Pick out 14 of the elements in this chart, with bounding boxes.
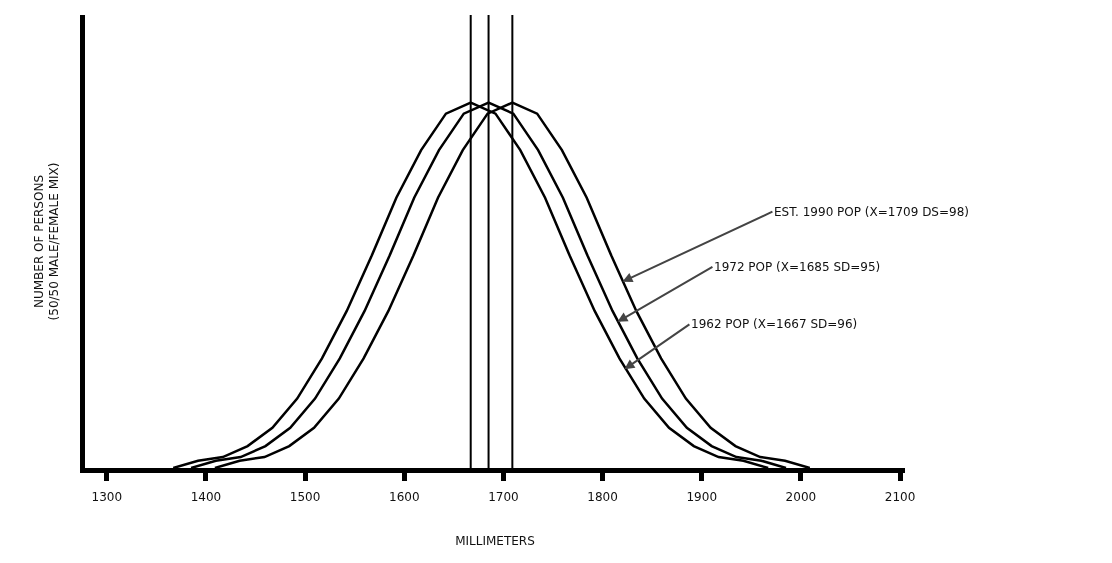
x-tick-label: 2000: [785, 490, 817, 505]
x-tick-label: 2100: [884, 490, 916, 505]
x-tick-label: 1700: [488, 490, 519, 505]
x-tick-label: 1500: [289, 490, 321, 505]
x-axis-title: MILLIMETERS: [455, 534, 535, 549]
x-tick-label: 1800: [587, 490, 618, 505]
annotation: EST. 1990 POP (X=1709 DS=98): [774, 205, 969, 219]
x-tick-label: 1400: [190, 490, 222, 505]
x-tick-label: 1600: [389, 490, 420, 505]
x-tick-label: 1300: [91, 490, 123, 505]
annotation: 1972 POP (X=1685 SD=95): [714, 260, 881, 274]
annotation: 1962 POP (X=1667 SD=96): [691, 317, 858, 331]
y-axis-title: NUMBER OF PERSONS (50/50 MALE/FEMALE MIX): [31, 162, 62, 321]
x-tick-label: 1900: [686, 490, 718, 505]
